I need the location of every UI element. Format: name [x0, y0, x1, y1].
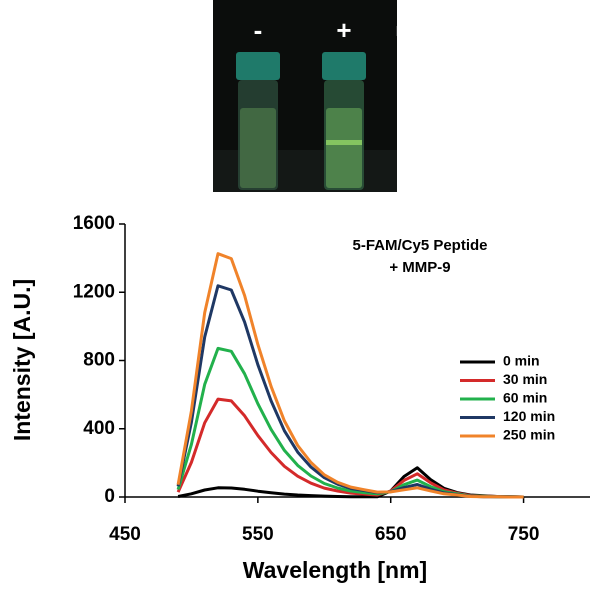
y-tick-label: 0: [104, 486, 115, 507]
photo-label: +: [336, 15, 351, 45]
legend-label: 250 min: [503, 427, 555, 443]
x-tick-label: 450: [109, 524, 141, 545]
legend-label: 60 min: [503, 390, 547, 406]
data-line: [176, 284, 524, 499]
y-tick-label: 400: [83, 418, 115, 439]
legend-label: 30 min: [503, 371, 547, 387]
data-line: [176, 346, 524, 499]
data-line: [176, 397, 524, 499]
x-tick-label: 750: [508, 524, 540, 545]
x-tick-label: 650: [375, 524, 407, 545]
y-axis-title: Intensity [A.U.]: [9, 279, 35, 441]
vial: [322, 52, 366, 190]
vial: [236, 52, 280, 190]
x-tick-label: 550: [242, 524, 274, 545]
photo-label: -: [254, 15, 263, 45]
photo-label: MMP-9: [396, 23, 444, 40]
vial-photo: - + MMP-9: [213, 0, 444, 192]
x-axis-title: Wavelength [nm]: [243, 557, 427, 583]
legend-label: 120 min: [503, 408, 555, 424]
data-line: [176, 252, 524, 499]
legend-label: 0 min: [503, 353, 540, 369]
annotation: 5-FAM/Cy5 Peptide: [352, 237, 487, 254]
y-tick-label: 1600: [73, 213, 115, 234]
annotation: + MMP-9: [389, 259, 450, 276]
y-tick-label: 800: [83, 350, 115, 371]
y-tick-label: 1200: [73, 281, 115, 302]
